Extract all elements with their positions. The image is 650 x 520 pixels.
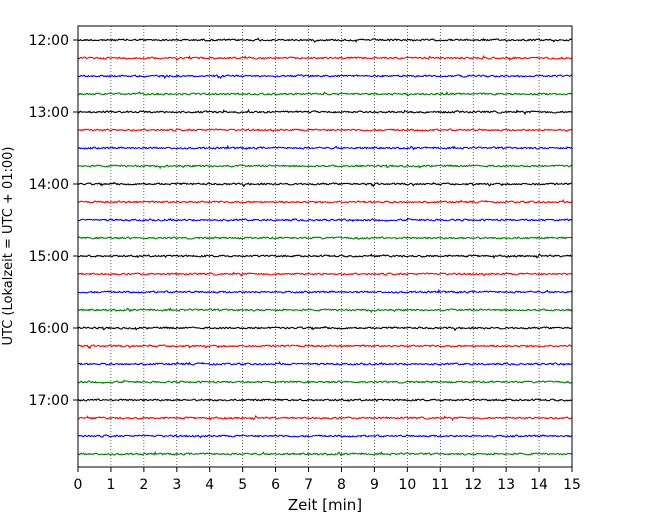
grid-lines (110, 26, 540, 467)
trace-1445 (77, 236, 573, 240)
trace-1415 (77, 198, 573, 204)
y-tick-label-14:00: 14:00 (29, 177, 69, 193)
trace-1315 (77, 128, 573, 133)
x-tick-label-1: 1 (106, 477, 115, 493)
trace-1715 (77, 415, 573, 422)
trace-1530 (77, 288, 573, 294)
y-tick-label-12:00: 12:00 (29, 33, 69, 49)
x-tick-label-0: 0 (74, 477, 83, 493)
x-axis-label: Zeit [min] (288, 496, 362, 514)
trace-1545 (77, 307, 573, 314)
x-tick-label-5: 5 (238, 477, 247, 493)
x-tick-label-6: 6 (271, 477, 280, 493)
x-tick-label-8: 8 (337, 477, 346, 493)
x-tick-label-4: 4 (205, 477, 214, 493)
x-tick-label-15: 15 (563, 477, 581, 493)
x-tick-label-10: 10 (398, 477, 416, 493)
trace-1515 (77, 271, 573, 278)
trace-1645 (77, 379, 573, 384)
x-tick-label-12: 12 (464, 477, 482, 493)
trace-1200 (77, 37, 573, 43)
trace-1630 (77, 360, 573, 367)
trace-1400 (77, 181, 573, 188)
trace-1330 (77, 144, 573, 151)
x-tick-label-11: 11 (431, 477, 449, 493)
x-axis-ticks: 0 1 2 3 4 5 6 7 8 9 10 11 12 13 14 15 (74, 467, 581, 493)
y-axis-ticks: 12:00 13:00 14:00 15:00 16:00 17:00 (29, 33, 78, 409)
trace-1230 (77, 74, 573, 80)
x-tick-label-7: 7 (304, 477, 313, 493)
y-tick-label-16:00: 16:00 (29, 321, 69, 337)
y-axis-label: UTC (Lokalzeit = UTC + 01:00) (1, 147, 16, 346)
x-tick-label-14: 14 (530, 477, 548, 493)
trace-1615 (77, 343, 573, 350)
trace-1500 (77, 253, 573, 259)
trace-1215 (77, 54, 573, 62)
trace-1430 (77, 217, 573, 223)
seismic-traces (77, 37, 573, 457)
y-tick-label-13:00: 13:00 (29, 105, 69, 121)
x-tick-label-2: 2 (139, 477, 148, 493)
trace-1345 (77, 164, 573, 170)
x-tick-label-9: 9 (370, 477, 379, 493)
trace-1730 (77, 434, 573, 439)
trace-1700 (77, 398, 573, 403)
trace-1245 (77, 90, 573, 97)
x-tick-label-13: 13 (497, 477, 515, 493)
trace-1300 (77, 108, 573, 116)
y-tick-label-15:00: 15:00 (29, 249, 69, 265)
x-tick-label-3: 3 (172, 477, 181, 493)
trace-1600 (77, 325, 573, 332)
trace-1745 (77, 450, 573, 457)
y-tick-label-17:00: 17:00 (29, 393, 69, 409)
plot-frame (77, 25, 573, 468)
